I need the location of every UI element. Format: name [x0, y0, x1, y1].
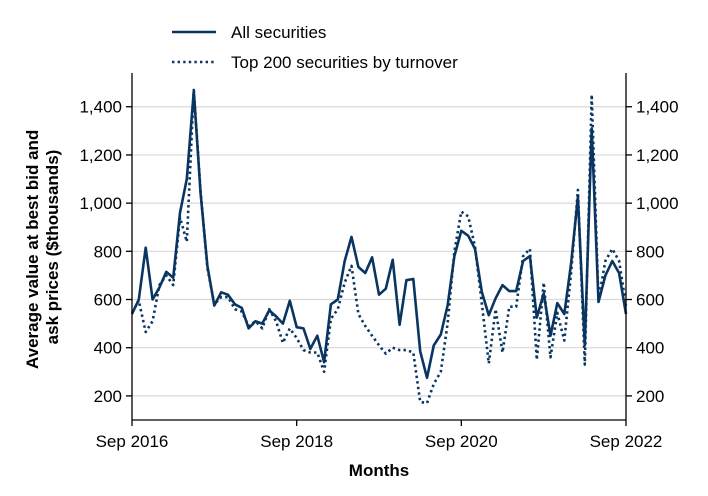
axes: [131, 73, 627, 421]
series-line-1: [130, 88, 628, 405]
xtick-label-0: Sep 2016: [96, 432, 169, 451]
legend: All securities Top 200 securities by tur…: [172, 23, 458, 72]
ytick-left-label-1: 400: [94, 339, 122, 358]
ytick-left-label-6: 1,400: [79, 98, 122, 117]
ytick-left-label-5: 1,200: [79, 146, 122, 165]
y-ticks: 200 200 400 400 600 600 800 800 1,000 1,000 1,200 1…: [79, 98, 678, 406]
xtick-label-3: Sep 2022: [590, 432, 663, 451]
ytick-left-label-3: 800: [94, 242, 122, 261]
y-axis-title-line-1: Average value at best bid and: [23, 130, 42, 369]
y-axis-title-line-2: ask prices ($thousands): [43, 150, 62, 345]
ytick-right-label-0: 200: [636, 387, 664, 406]
x-ticks: Sep 2016 Sep 2018 Sep 2020 Sep 2022: [96, 420, 663, 451]
legend-label-all-securities: All securities: [231, 23, 326, 42]
ytick-right-label-6: 1,400: [636, 98, 679, 117]
xtick-label-1: Sep 2018: [260, 432, 333, 451]
xtick-label-2: Sep 2020: [425, 432, 498, 451]
ytick-right-label-4: 1,000: [636, 194, 679, 213]
x-axis-title: Months: [349, 461, 409, 480]
ytick-right-label-2: 600: [636, 291, 664, 310]
series-lines: [130, 88, 628, 405]
ytick-left-label-0: 200: [94, 387, 122, 406]
ytick-right-label-1: 400: [636, 339, 664, 358]
legend-label-top-200: Top 200 securities by turnover: [231, 53, 458, 72]
ytick-left-label-4: 1,000: [79, 194, 122, 213]
ytick-right-label-5: 1,200: [636, 146, 679, 165]
ytick-left-label-2: 600: [94, 291, 122, 310]
series-line-0: [130, 89, 628, 380]
y-axis-title: Average value at best bid and ask prices…: [23, 125, 62, 369]
ytick-right-label-3: 800: [636, 242, 664, 261]
